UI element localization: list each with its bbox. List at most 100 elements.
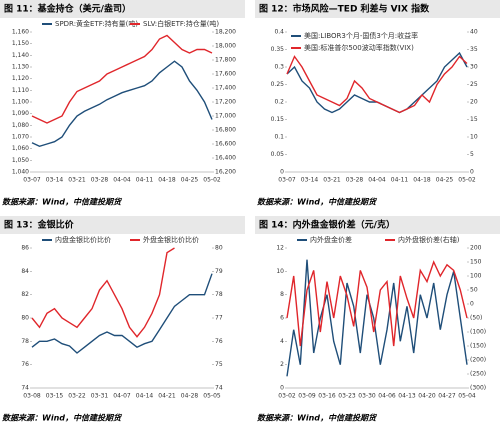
y-tick-label: 76 [21,361,29,368]
y2-tick-label: 50 [470,287,478,294]
x-tick-label: 03-09 [298,393,316,400]
y-tick-label: 74 [21,385,29,392]
y2-tick-label: (50) [470,315,482,322]
y-tick-label: 1,090 [12,110,29,117]
y-tick-label: 1,120 [12,75,29,82]
y-tick-label: 0.1 [274,134,284,141]
x-tick-label: 04-25 [181,177,199,184]
y-tick-label: 4 [280,338,284,345]
header-bar [255,216,500,234]
x-tick-label: 04-20 [418,393,436,400]
y-tick-label: 1,150 [12,40,29,47]
y-tick-label: 12 [276,245,284,252]
y-tick-label: 0.4 [274,29,284,36]
panel-title: 图 12：市场风险—TED 利差与 VIX 指数 [259,3,430,15]
y-tick-label: 0.25 [271,81,285,88]
y2-tick-label: 78 [215,291,223,298]
header-bar [255,0,500,18]
y2-tick-label: 74 [215,385,223,392]
x-tick-label: 04-06 [378,393,396,400]
x-tick-label: 05-04 [458,393,476,400]
y-tick-label: 1,100 [12,99,29,106]
x-tick-label: 03-07 [23,177,41,184]
y2-tick-label: 25 [470,81,478,88]
x-tick-label: 05-02 [203,177,221,184]
source-note: 数据来源：Wind，中信建投期货 [257,198,378,207]
y-tick-label: 1,070 [12,134,29,141]
x-tick-label: 03-15 [46,393,64,400]
y-tick-label: 80 [21,315,29,322]
y-tick-label: 0.05 [271,151,285,158]
header-bar [0,216,245,234]
x-tick-label: 03-31 [91,393,109,400]
legend-label: 内外盘金价差 [310,235,352,244]
series-line [286,260,468,347]
x-tick-label: 03-02 [278,393,296,400]
y-tick-label: 78 [21,338,29,345]
y2-tick-label: 30 [470,64,478,71]
panel-title: 图 11：基金持仓（美元/盎司） [4,3,131,15]
x-tick-label: 03-14 [301,177,319,184]
y-tick-label: 0.15 [271,116,285,123]
series-line [31,60,213,148]
x-tick-label: 03-07 [278,177,296,184]
x-tick-label: 04-07 [113,393,131,400]
x-tick-label: 04-04 [368,177,386,184]
y2-tick-label: 79 [215,268,223,275]
y-tick-label: 1,160 [12,29,29,36]
x-tick-label: 03-22 [68,393,86,400]
x-tick-label: 04-13 [398,393,416,400]
series-line [286,55,468,114]
y2-tick-label: 16,400 [215,155,236,162]
y-tick-label: 0.35 [271,46,285,53]
y-tick-label: 6 [280,315,284,322]
x-tick-label: 04-14 [136,393,154,400]
y2-tick-label: (250) [470,371,486,378]
x-tick-label: 03-23 [338,393,356,400]
y2-tick-label: 18,200 [215,29,236,36]
y2-tick-label: 0 [470,169,474,176]
y2-tick-label: (150) [470,343,486,350]
x-tick-label: 03-28 [346,177,364,184]
y2-tick-label: 16,200 [215,169,236,176]
series-line [286,51,468,114]
y2-tick-label: 20 [470,99,478,106]
y-tick-label: 1,140 [12,52,29,59]
y2-tick-label: 80 [215,245,223,252]
y2-tick-label: 35 [470,46,478,53]
y2-tick-label: 5 [470,151,474,158]
y-tick-label: 86 [21,245,29,252]
y2-tick-label: 200 [470,245,482,252]
legend-label: SPDR:黄金ETF:持有量(吨) [55,19,138,28]
y-tick-label: 10 [276,268,284,275]
y-tick-label: 2 [280,361,284,368]
x-tick-label: 04-18 [413,177,431,184]
x-tick-label: 03-28 [91,177,109,184]
y-tick-label: 8 [280,291,284,298]
legend-label: 外盘金银比价比价 [143,235,199,244]
x-tick-label: 05-02 [458,177,476,184]
x-tick-label: 03-21 [323,177,341,184]
y2-tick-label: 10 [470,134,478,141]
series-line [286,259,468,377]
legend-label: 内盘金银比价比价 [55,235,111,244]
x-tick-label: 05-05 [203,393,221,400]
y2-tick-label: 17,200 [215,99,236,106]
source-note: 数据来源：Wind，中信建投期货 [2,198,123,207]
y2-tick-label: 18,000 [215,43,236,50]
source-note: 数据来源：Wind，中信建投期货 [257,414,378,423]
y-tick-label: 0 [280,385,284,392]
series-line [31,247,175,338]
y-tick-label: 0 [280,169,284,176]
y2-tick-label: 0 [470,301,474,308]
x-tick-label: 04-21 [158,393,176,400]
y2-tick-label: (300) [470,385,486,392]
legend-label: 美国:LIBOR3个月-国债3个月:收益率 [304,31,418,40]
x-tick-label: 04-11 [391,177,409,184]
y-tick-label: 1,130 [12,64,29,71]
y2-tick-label: 17,800 [215,57,236,64]
y2-tick-label: 16,800 [215,127,236,134]
y2-tick-label: (200) [470,357,486,364]
series-line [31,273,213,354]
